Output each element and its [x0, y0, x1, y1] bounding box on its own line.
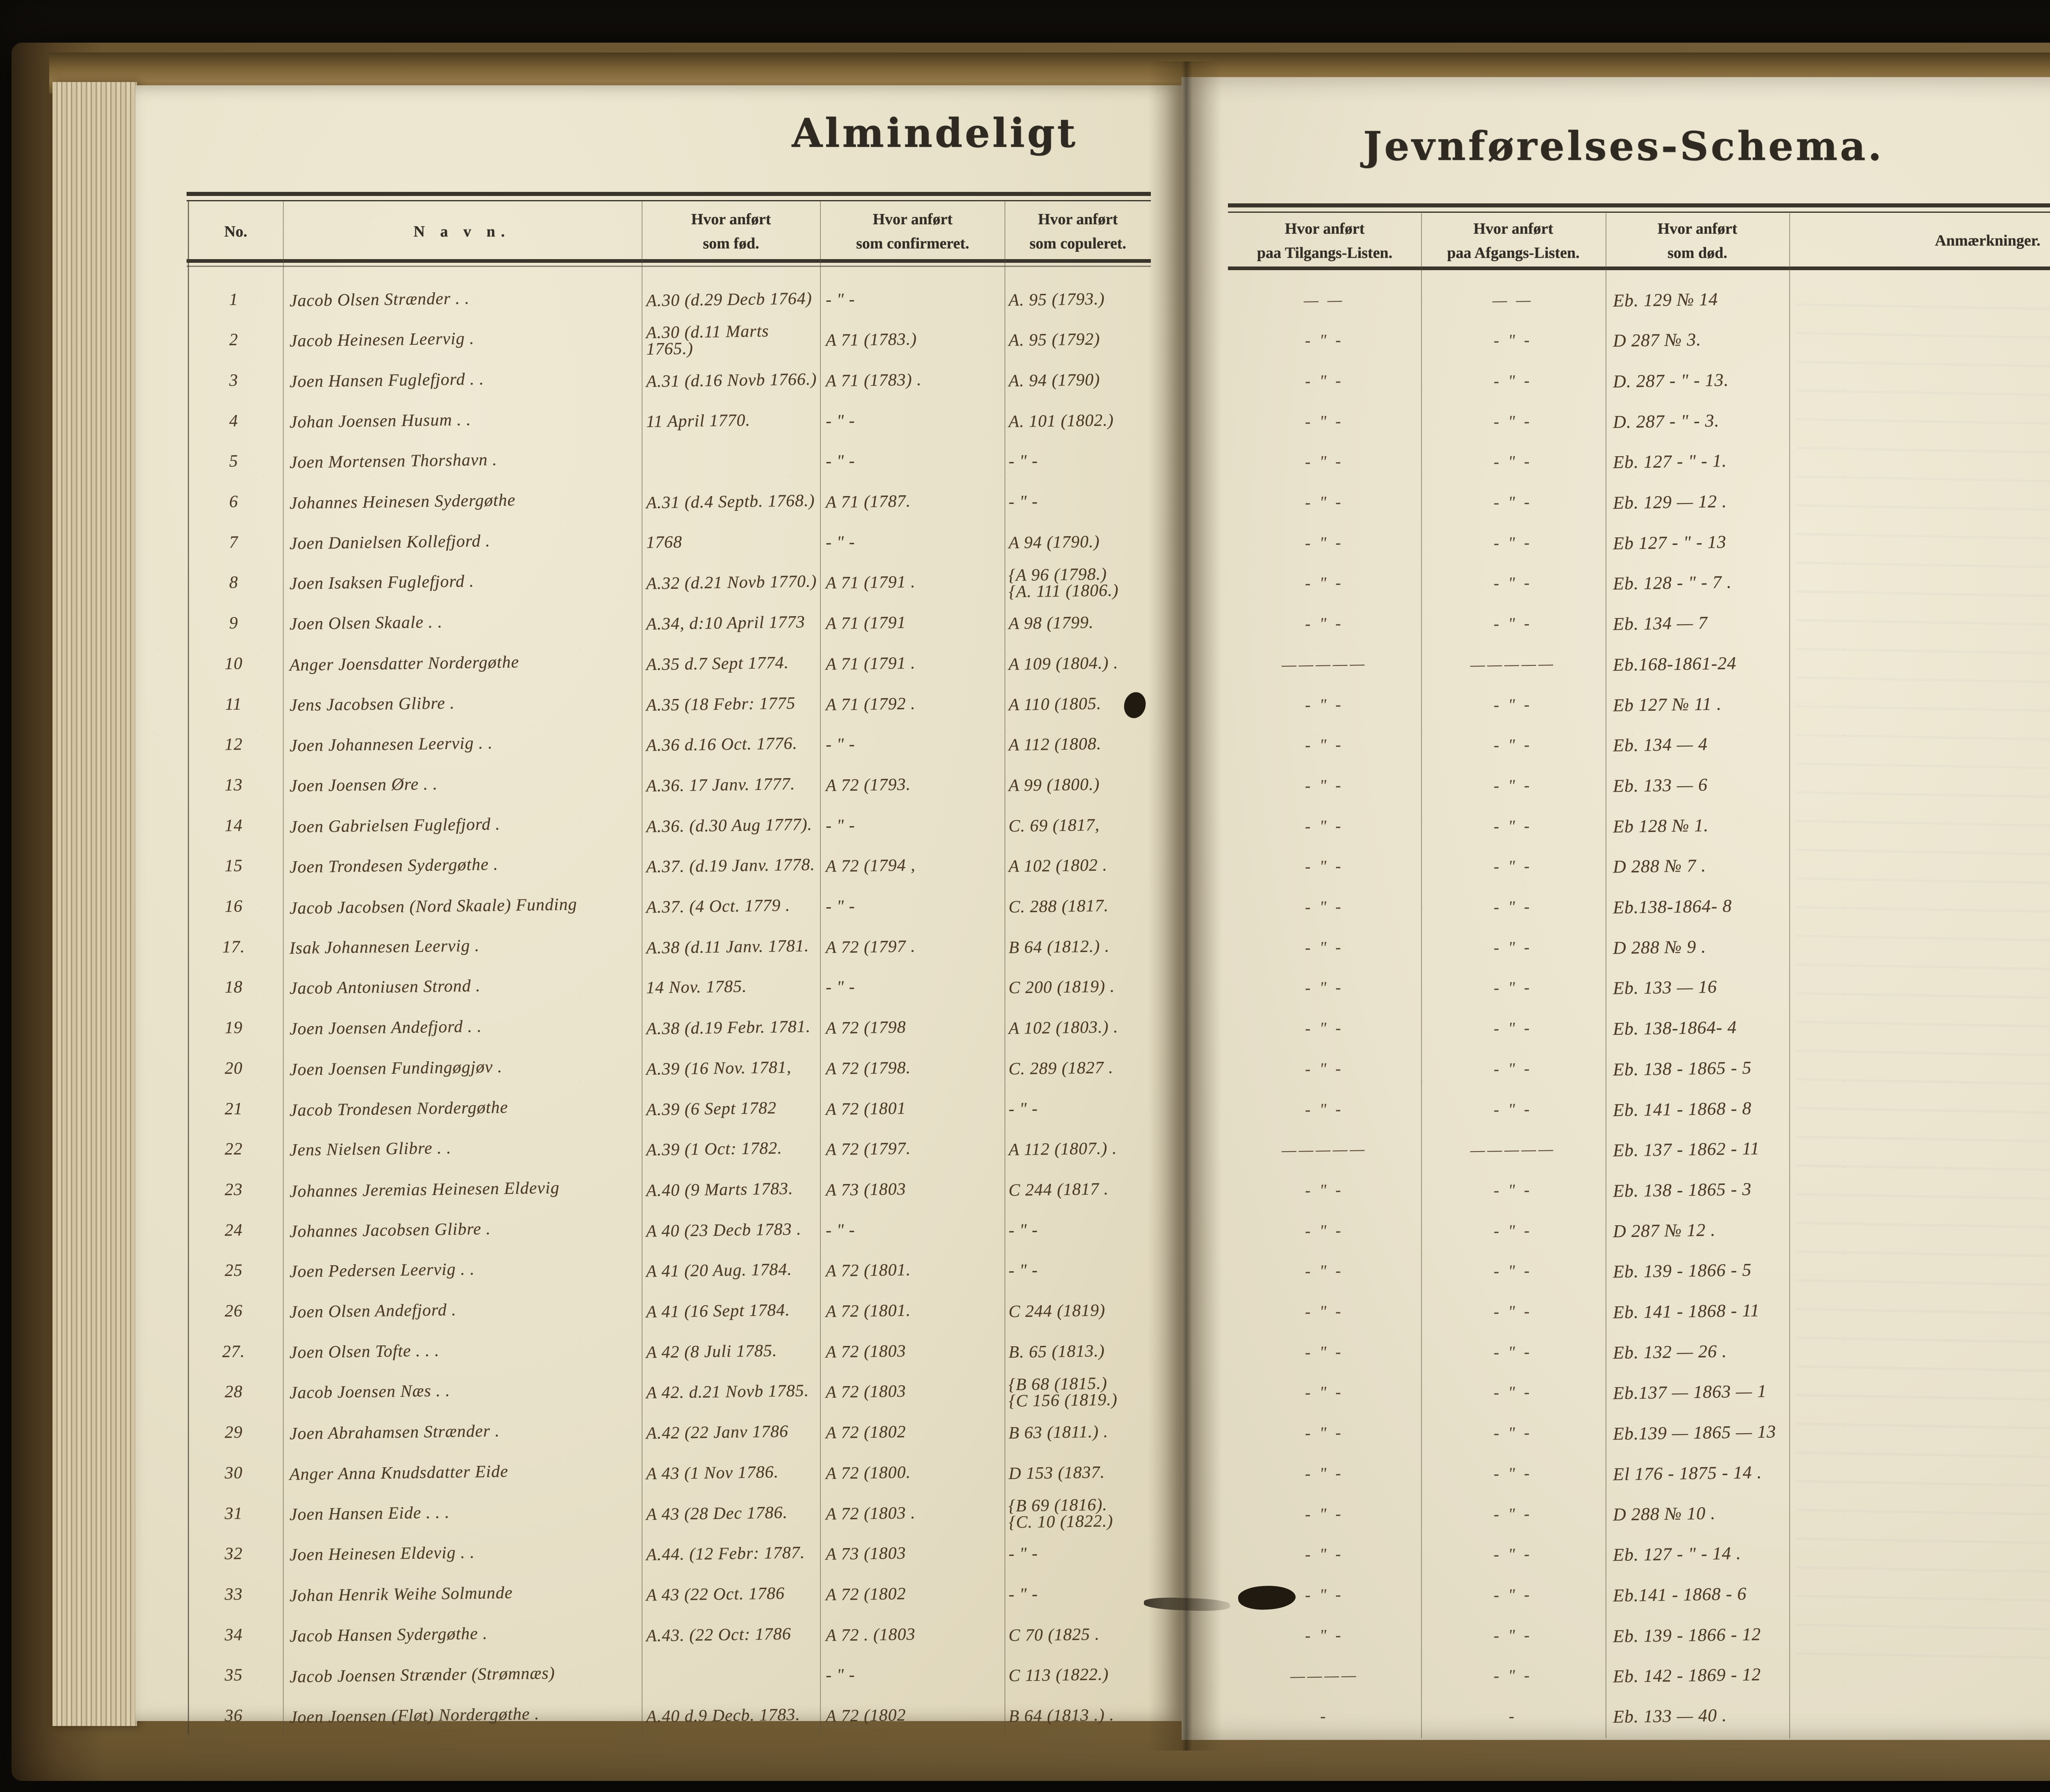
right-header-bottom-rule — [1228, 266, 2050, 270]
right-page-title: Jevnførelses-Schema. — [1363, 123, 1884, 169]
left-table-left-border — [188, 201, 189, 1734]
header-copuleret: Hvor anført som copuleret. — [1030, 211, 1126, 252]
left-table-top-rule-thin — [187, 200, 1151, 201]
right-table-top-rule-thin — [1228, 212, 2050, 213]
left-page-stack-edge — [52, 82, 137, 1726]
header-confirmeret: Hvor anført som confirmeret. — [856, 211, 969, 252]
header-afgangs-listen: Hvor anført paa Afgangs-Listen. — [1447, 220, 1580, 262]
left-table-top-rule — [187, 192, 1151, 196]
header-dod: Hvor anført som død. — [1657, 220, 1738, 262]
book-gutter — [1148, 61, 1222, 1751]
left-header-bottom-rule-thin — [187, 266, 1151, 267]
header-anmaerkninger: Anmærkninger. — [1935, 232, 2041, 250]
left-page — [135, 85, 1182, 1721]
header-fod: Hvor anført som fød. — [691, 211, 771, 252]
header-navn: N a v n. — [413, 223, 511, 240]
col-sep-no-navn — [283, 201, 284, 1734]
col-sep-conf-cop — [1004, 201, 1005, 1734]
col-sep-fod-conf — [820, 201, 821, 1734]
col-sep-tilgang-afgang — [1421, 213, 1422, 1738]
left-header-bottom-rule — [187, 259, 1151, 263]
bleed-through-ghost — [1796, 287, 2050, 1681]
right-page — [1182, 77, 2050, 1740]
header-no: No. — [224, 223, 247, 240]
col-sep-dod-anm — [1789, 213, 1790, 1738]
right-table-top-rule — [1228, 203, 2050, 207]
left-page-title: Almindeligt — [792, 110, 1078, 156]
header-tilgangs-listen: Hvor anført paa Tilgangs-Listen. — [1257, 220, 1393, 262]
